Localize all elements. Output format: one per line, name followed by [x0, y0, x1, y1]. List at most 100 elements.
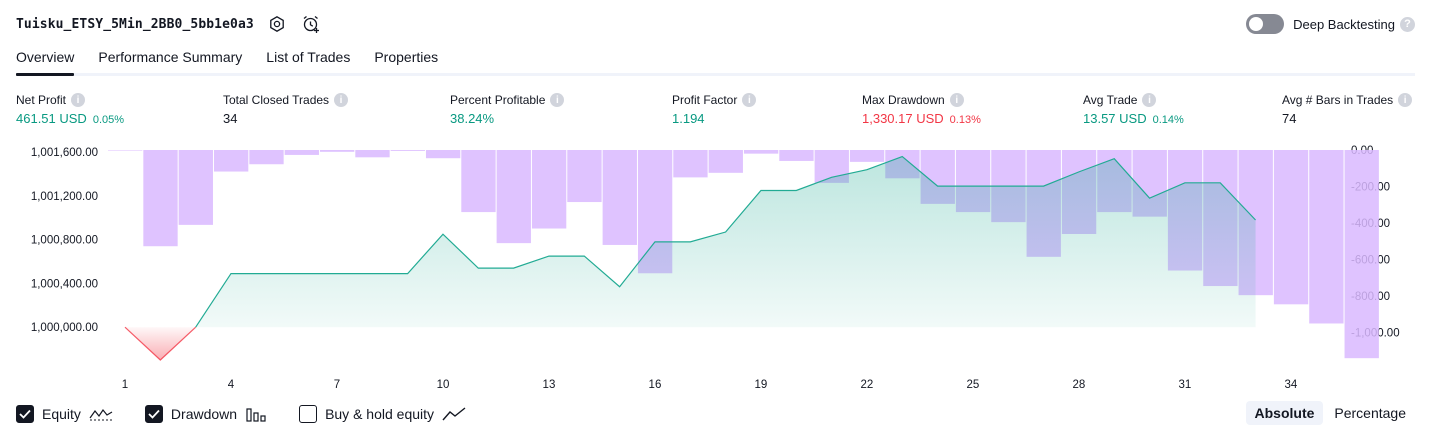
tab-list-of-trades[interactable]: List of Trades [266, 49, 351, 65]
help-icon[interactable]: ? [1400, 16, 1415, 32]
scale-toggle: Absolute Percentage [1244, 401, 1416, 425]
metric-label: Profit Factor [672, 93, 738, 107]
x-axis-tick: 16 [649, 379, 662, 391]
metric-percent: 0.14% [1152, 114, 1184, 126]
drawdown-label: Drawdown [170, 406, 238, 422]
x-axis-tick: 1 [122, 379, 128, 391]
drawdown-bar [1273, 150, 1309, 305]
info-icon[interactable]: i [1142, 93, 1157, 107]
legend-equity[interactable]: Equity [16, 405, 113, 423]
drawdown-bar [319, 150, 355, 152]
equity-drawdown-chart[interactable]: 1,001,600.00 1,001,200.00 1,000,800.00 1,00… [0, 138, 1431, 396]
drawdown-bar [673, 150, 708, 178]
drawdown-bar [602, 150, 637, 245]
x-axis-tick: 34 [1284, 379, 1297, 391]
tab-properties[interactable]: Properties [374, 49, 439, 65]
equity-negative-line [124, 326, 197, 361]
equity-label: Equity [42, 406, 81, 422]
drawdown-bar [108, 150, 143, 151]
left-axis-tick: 1,001,600.00 [31, 147, 98, 159]
metric-percent: 0.05% [92, 114, 125, 126]
x-axis-tick: 22 [861, 379, 874, 391]
info-icon[interactable]: i [550, 93, 565, 107]
equity-negative-area [125, 327, 1256, 360]
left-axis-tick: 1,001,200.00 [31, 191, 98, 203]
drawdown-bar [1344, 150, 1379, 359]
metric-value: 38.24% [450, 111, 495, 126]
drawdown-bar [425, 150, 461, 159]
left-axis: 1,001,600.00 1,001,200.00 1,000,800.00 1,00… [31, 147, 98, 334]
left-axis-tick: 1,000,400.00 [31, 278, 98, 290]
x-axis: 1 4 7 10 13 16 19 22 25 28 31 34 [122, 379, 1298, 391]
equity-area [124, 155, 1256, 361]
settings-icon[interactable] [266, 13, 288, 35]
drawdown-checkbox[interactable] [144, 405, 163, 423]
report-tabs: Overview Performance Summary List of Tra… [16, 44, 1415, 76]
metric-percent: 0.13% [949, 114, 981, 126]
info-icon[interactable]: i [1398, 93, 1413, 107]
metric-avg-bars-in-trades: Avg # Bars in Trades i 74 [1282, 93, 1413, 126]
metric-total-closed-trades: Total Closed Trades i 34 [223, 93, 349, 126]
metric-label: Avg Trade [1083, 93, 1138, 107]
drawdown-bar [779, 150, 814, 161]
strategy-name: Tuisku_ETSY_5Min_2BB0_5bb1e0a3 [16, 16, 254, 32]
drawdown-bar [1309, 150, 1344, 324]
drawdown-bar [743, 150, 779, 154]
tab-performance-summary[interactable]: Performance Summary [98, 49, 243, 65]
metric-value: 74 [1282, 111, 1297, 126]
x-axis-tick: 31 [1179, 379, 1192, 391]
deep-backtesting-control: Deep Backtesting ? [1246, 14, 1415, 34]
metric-max-drawdown: Max Drawdown i 1,330.17 USD 0.13% [862, 93, 981, 126]
drawdown-bar [284, 150, 319, 155]
alarm-clock-add-icon[interactable] [300, 13, 322, 35]
bar-chart-icon [245, 406, 267, 422]
metric-value: 1,330.17 USD [862, 111, 944, 126]
drawdown-bar [355, 150, 390, 158]
equity-checkbox[interactable] [16, 405, 34, 423]
buy-hold-label: Buy & hold equity [325, 406, 435, 422]
info-icon[interactable]: i [71, 93, 86, 107]
metric-profit-factor: Profit Factor i 1.194 [672, 93, 757, 126]
drawdown-bar [461, 150, 496, 213]
x-axis-tick: 10 [437, 379, 450, 391]
metric-value: 461.51 USD [16, 111, 87, 126]
chart-legend: Equity Drawdown Buy & hold equity [16, 403, 498, 425]
toggle-knob [1249, 17, 1264, 31]
metric-value: 34 [223, 111, 238, 126]
metric-label: Max Drawdown [862, 93, 945, 107]
drawdown-bar [143, 150, 178, 247]
x-axis-tick: 13 [543, 379, 556, 391]
drawdown-bar [849, 150, 885, 162]
x-axis-tick: 7 [334, 379, 340, 391]
info-icon[interactable]: i [334, 93, 349, 107]
info-icon[interactable]: i [949, 93, 964, 107]
drawdown-bar [178, 150, 213, 225]
deep-backtesting-toggle[interactable] [1246, 14, 1285, 34]
legend-buy-hold[interactable]: Buy & hold equity [299, 405, 466, 423]
legend-drawdown[interactable]: Drawdown [144, 405, 267, 423]
info-icon[interactable]: i [742, 93, 757, 107]
metric-label: Total Closed Trades [223, 93, 330, 107]
strategy-header: Tuisku_ETSY_5Min_2BB0_5bb1e0a3 Deep Back… [16, 10, 1415, 38]
equity-line [195, 155, 1256, 328]
absolute-button[interactable]: Absolute [1245, 401, 1324, 425]
drawdown-bar [496, 150, 531, 244]
tab-overview[interactable]: Overview [16, 44, 75, 76]
drawdown-bar [249, 150, 284, 165]
buy-hold-checkbox[interactable] [299, 405, 318, 423]
x-axis-tick: 19 [755, 379, 768, 391]
metric-value: 1.194 [672, 111, 705, 126]
metrics-row: Net Profit i 461.51 USD 0.05% Total Closed… [16, 93, 1415, 129]
metric-net-profit: Net Profit i 461.51 USD 0.05% [16, 93, 124, 126]
percentage-button[interactable]: Percentage [1334, 405, 1406, 421]
drawdown-bar [531, 150, 567, 229]
metric-avg-trade: Avg Trade i 13.57 USD 0.14% [1083, 93, 1184, 126]
metric-label: Percent Profitable [450, 93, 546, 107]
metric-label: Net Profit [16, 93, 67, 107]
metric-percent-profitable: Percent Profitable i 38.24% [450, 93, 565, 126]
left-axis-tick: 1,000,000.00 [31, 322, 98, 334]
deep-backtesting-label: Deep Backtesting [1293, 16, 1395, 32]
x-axis-tick: 28 [1073, 379, 1086, 391]
x-axis-tick: 4 [228, 379, 235, 391]
metric-value: 13.57 USD [1083, 111, 1147, 126]
